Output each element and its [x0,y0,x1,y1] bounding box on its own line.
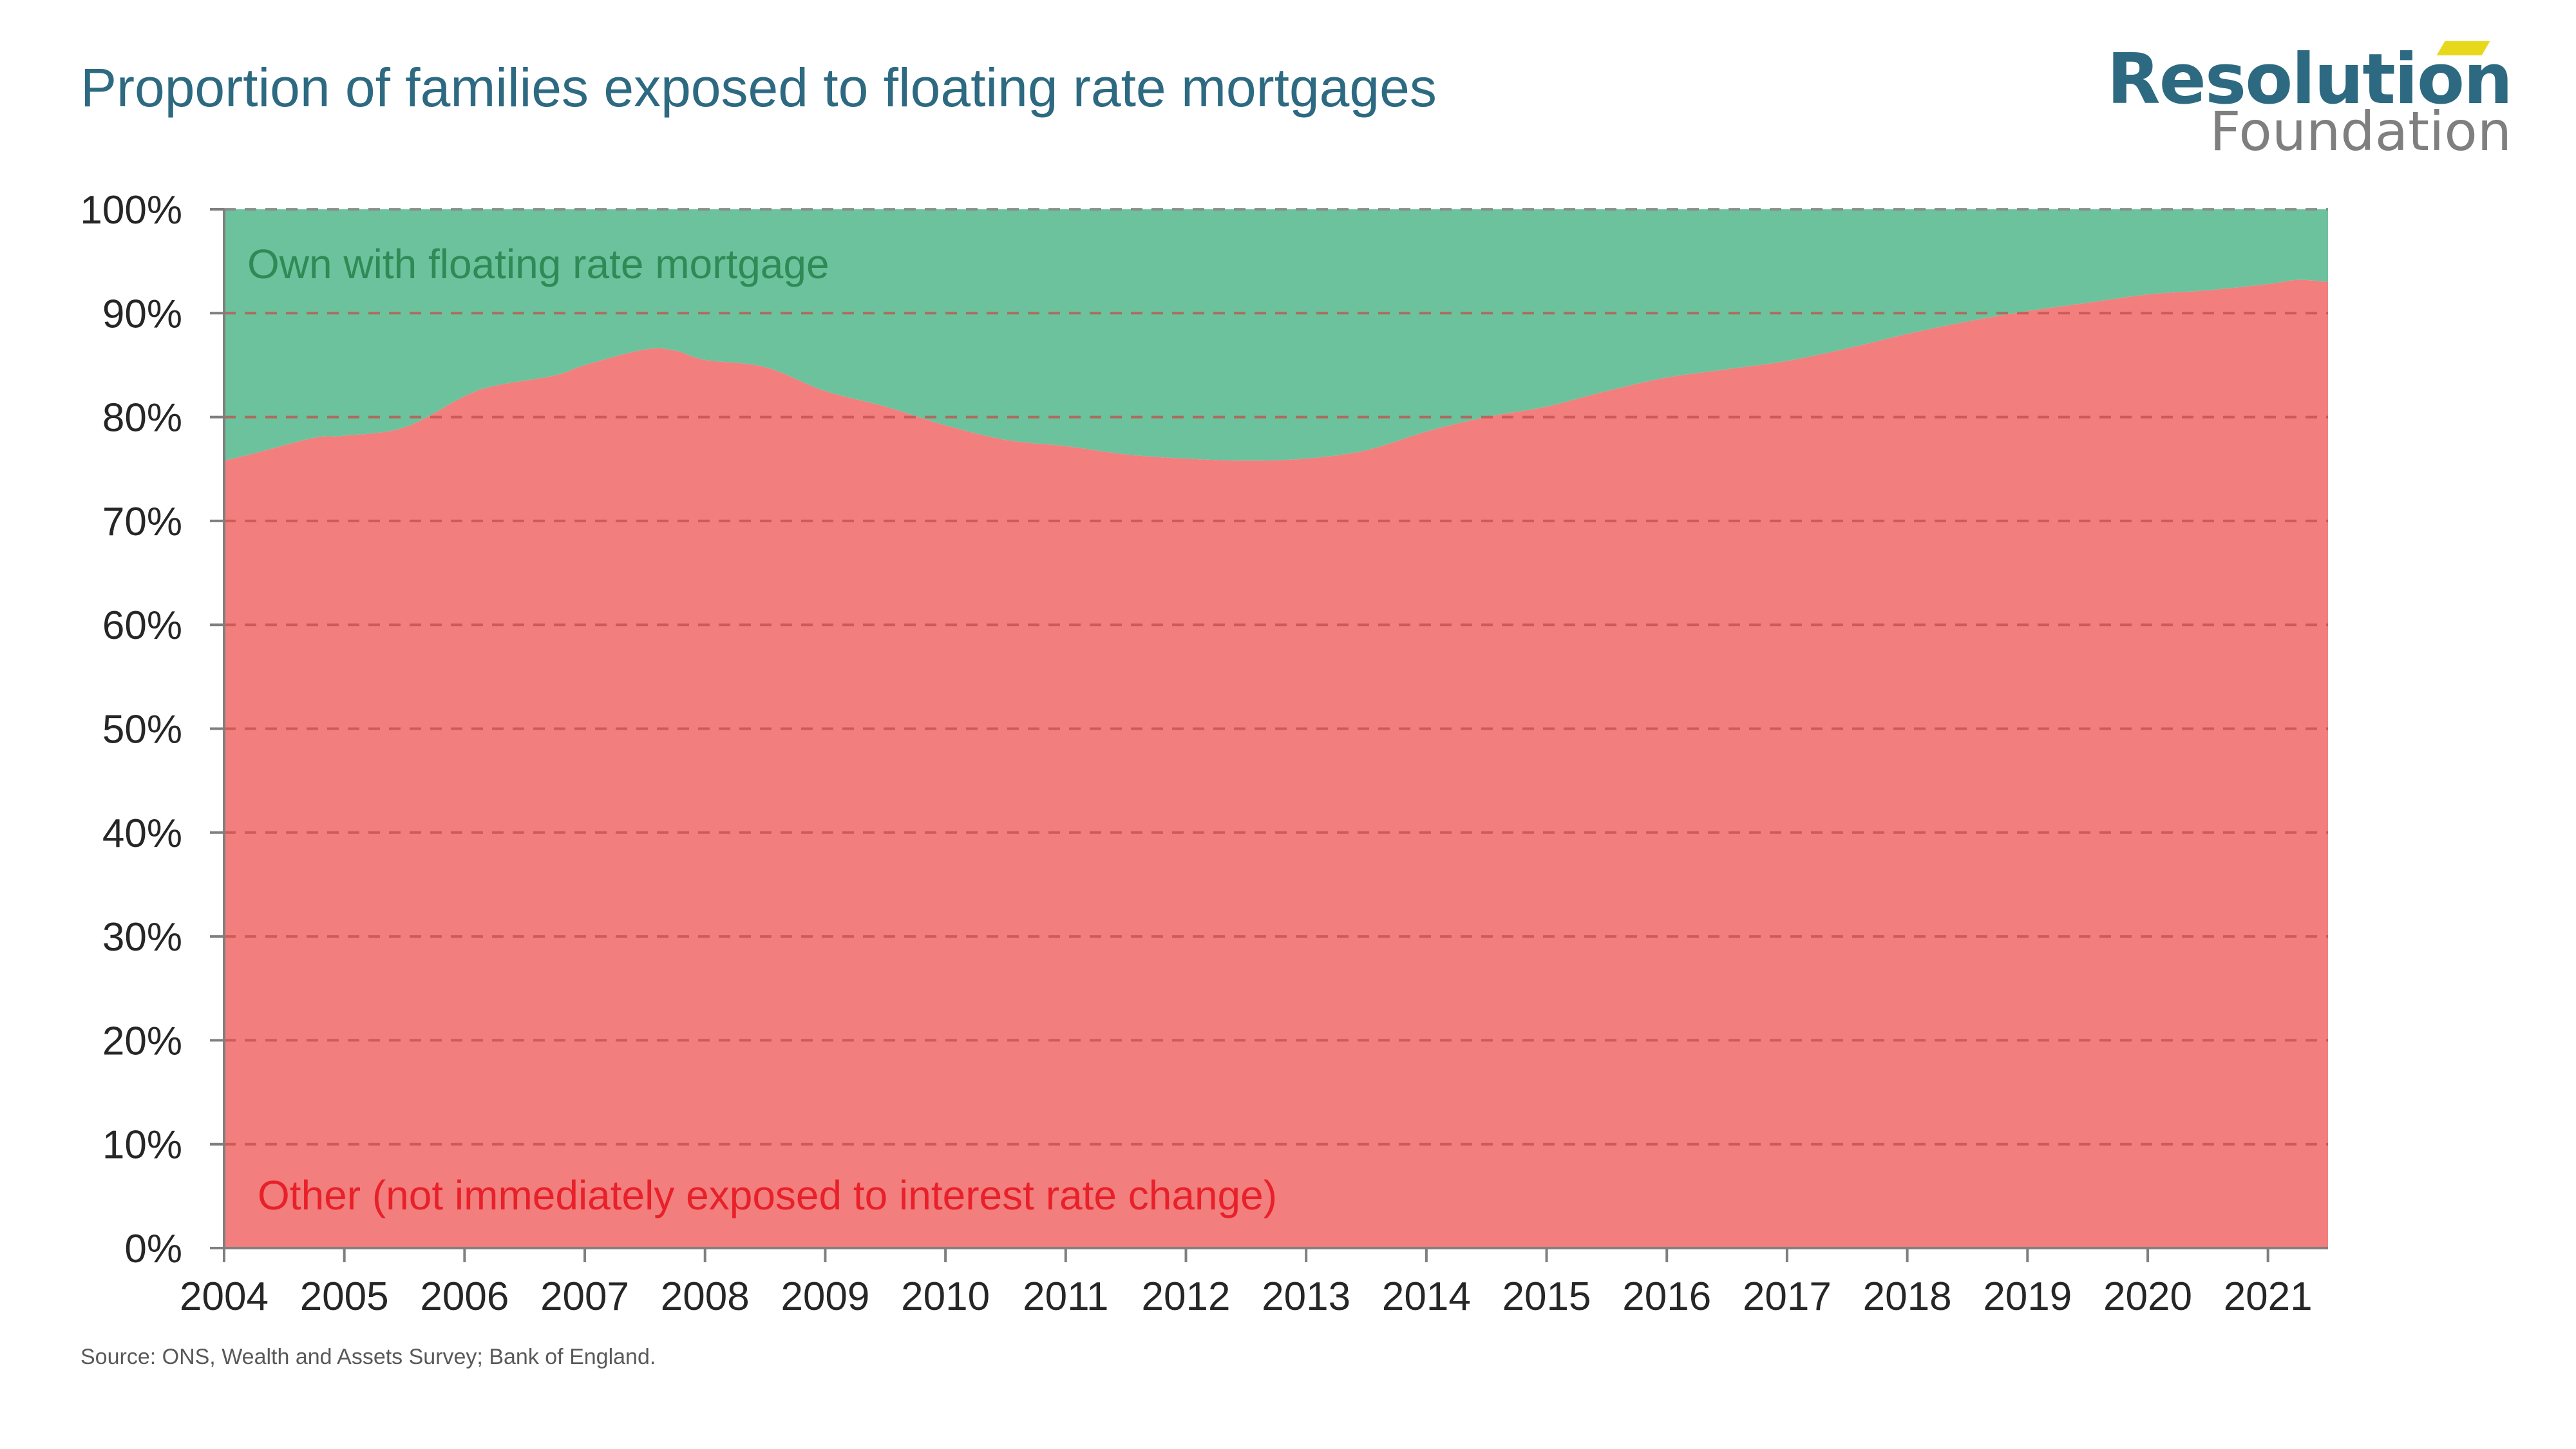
x-tick-label: 2014 [1382,1274,1471,1319]
x-tick-label: 2004 [180,1274,269,1319]
logo-line-2: Foundation [2210,100,2512,163]
x-tick-label: 2007 [540,1274,629,1319]
y-tick-label: 90% [102,292,182,336]
x-tick-label: 2020 [2103,1274,2192,1319]
x-tick-label: 2015 [1502,1274,1591,1319]
y-tick-label: 50% [102,708,182,752]
x-tick-label: 2006 [420,1274,509,1319]
y-tick-labels: 0% 10% 20% 30% 40% 50% 60% 70% 80% 90% 100% [80,188,182,1271]
axes [210,208,2328,1262]
x-tick-label: 2009 [781,1274,869,1319]
chart-title: Proportion of families exposed to floati… [80,57,1437,118]
x-tick-label: 2008 [661,1274,750,1319]
x-tick-label: 2016 [1622,1274,1711,1319]
logo-line-1: Resolution [2107,39,2513,120]
x-tick-labels: 2004 2005 2006 2007 2008 2009 2010 2011 2012 2013… [180,1274,2313,1319]
series-labels: Own with floating rate mortgage Other (no… [247,241,1277,1218]
y-tick-label: 80% [102,396,182,440]
y-tick-label: 10% [102,1123,182,1168]
y-tick-label: 40% [102,811,182,856]
y-tick-label: 60% [102,603,182,648]
y-tick-label: 30% [102,915,182,960]
x-tick-label: 2011 [1023,1274,1108,1319]
resolution-foundation-logo: Resolution Foundation [2107,41,2513,163]
y-tick-label: 100% [80,188,182,232]
x-tick-label: 2010 [901,1274,990,1319]
y-tick-label: 0% [124,1227,182,1271]
y-tick-label: 70% [102,500,182,544]
x-tick-label: 2005 [300,1274,389,1319]
series-label-floating: Own with floating rate mortgage [247,241,829,287]
gridlines [224,208,2328,1146]
y-tick-label: 20% [102,1019,182,1063]
area-own-with-floating-rate-mortgage [224,209,2328,461]
x-tick-label: 2019 [1983,1274,2072,1319]
x-tick-label: 2021 [2224,1274,2313,1319]
x-tick-label: 2017 [1743,1274,1832,1319]
x-tick-label: 2012 [1142,1274,1231,1319]
x-tick-label: 2018 [1863,1274,1952,1319]
series-label-other: Other (not immediately exposed to intere… [258,1172,1277,1218]
source-note: Source: ONS, Wealth and Assets Survey; B… [80,1345,656,1369]
x-tick-label: 2013 [1262,1274,1350,1319]
